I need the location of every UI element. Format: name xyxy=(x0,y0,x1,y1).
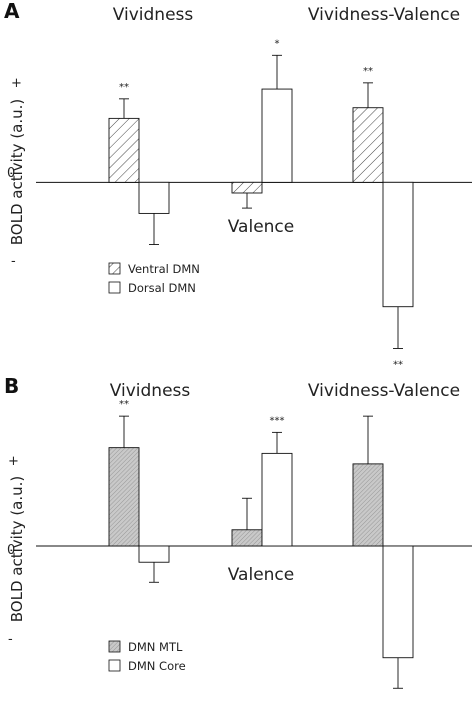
bar-dorsal-dmn xyxy=(261,88,293,183)
legend-swatch-dmn-core xyxy=(108,659,121,672)
category-label-vividness-valence: Vividness-Valence xyxy=(308,381,460,401)
bar-dorsal-dmn xyxy=(382,181,414,308)
legend-label-dorsal-dmn: Dorsal DMN xyxy=(128,281,196,295)
bar-dmn-core xyxy=(382,545,414,659)
panel-a: A BOLD activity (a.u.) + 0 - Vividness V… xyxy=(4,0,472,370)
bar-dmn-mtl xyxy=(231,529,263,547)
y-tick-minus: - xyxy=(8,632,13,647)
significance-marker: *** xyxy=(270,415,285,426)
bar-ventral-dmn xyxy=(231,181,263,194)
bar-ventral-dmn xyxy=(352,107,384,183)
legend: Ventral DMN Dorsal DMN xyxy=(108,262,200,295)
legend-swatch-ventral-dmn xyxy=(108,262,121,275)
bars-panel-a: ******* xyxy=(108,38,414,370)
y-axis-label: BOLD activity (a.u.) xyxy=(8,476,26,623)
significance-marker: * xyxy=(275,38,280,49)
y-tick-zero: 0 xyxy=(7,166,15,181)
y-tick-plus: + xyxy=(8,454,19,469)
panel-b: B BOLD activity (a.u.) + 0 - Vividness V… xyxy=(4,374,472,703)
legend-label-ventral-dmn: Ventral DMN xyxy=(128,262,200,276)
bar-dmn-mtl xyxy=(352,463,384,547)
y-tick-minus: - xyxy=(11,254,16,269)
significance-marker: ** xyxy=(363,66,373,77)
bar-dmn-core xyxy=(138,545,170,563)
category-label-vividness: Vividness xyxy=(113,5,194,25)
category-label-vividness: Vividness xyxy=(110,381,191,401)
significance-marker: ** xyxy=(119,82,129,93)
significance-marker: ** xyxy=(119,399,129,410)
legend: DMN MTL DMN Core xyxy=(108,640,186,673)
y-tick-zero: 0 xyxy=(7,543,15,558)
category-label-valence: Valence xyxy=(228,217,295,237)
bar-dorsal-dmn xyxy=(138,181,170,214)
category-label-vividness-valence: Vividness-Valence xyxy=(308,5,460,25)
panel-letter-b: B xyxy=(4,374,19,398)
y-tick-plus: + xyxy=(11,76,22,91)
category-label-valence: Valence xyxy=(228,565,295,585)
bar-dmn-mtl xyxy=(108,447,140,547)
legend-swatch-dorsal-dmn xyxy=(108,281,121,294)
bar-ventral-dmn xyxy=(108,117,140,183)
bars-panel-b: ******* xyxy=(108,399,414,703)
legend-swatch-dmn-mtl xyxy=(108,640,121,653)
legend-label-dmn-core: DMN Core xyxy=(128,659,186,673)
legend-label-dmn-mtl: DMN MTL xyxy=(128,640,183,654)
significance-marker: ** xyxy=(393,359,403,370)
bar-dmn-core xyxy=(261,452,293,547)
panel-letter-a: A xyxy=(4,0,20,23)
y-axis-label: BOLD activity (a.u.) xyxy=(8,99,26,246)
